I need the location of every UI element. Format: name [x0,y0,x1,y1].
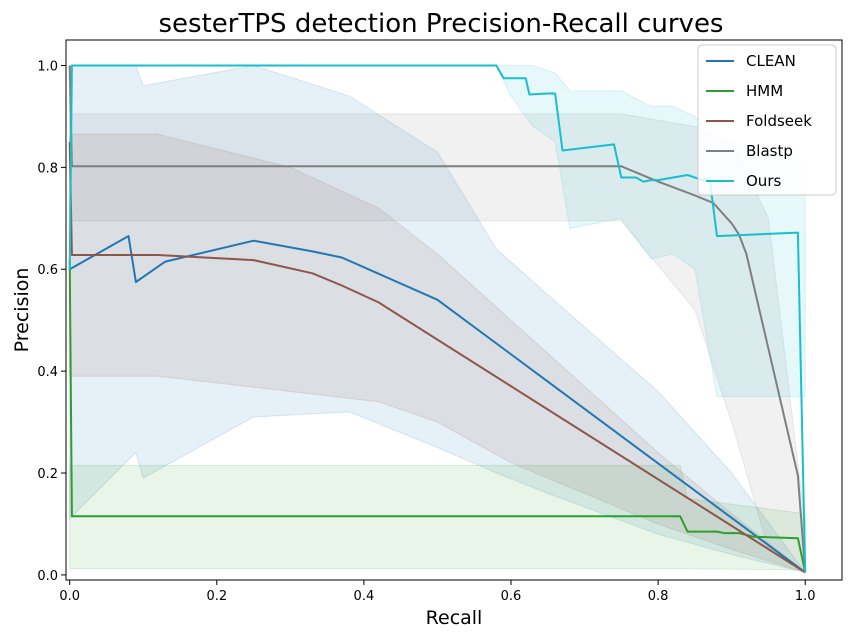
foldseek-line [68,141,806,574]
x-tick-label: 0.8 [648,589,669,604]
x-tick-label: 0.0 [59,589,80,604]
y-tick-label: 0.2 [37,467,58,482]
foldseek-band [69,133,806,573]
x-axis-ticks: 0.0 0.2 0.4 0.6 0.8 1.0 [59,580,816,604]
y-tick-label: 0.4 [37,365,58,380]
plot-frame [65,39,843,581]
y-tick-label: 0.6 [37,263,58,278]
legend-label-hmm: HMM [746,82,783,100]
hmm-line [68,259,807,573]
x-tick-label: 1.0 [795,589,816,604]
series-lines [68,64,807,574]
legend: CLEAN HMM Foldseek Blastp Ours [697,44,837,196]
y-axis-ticks: 0.0 0.2 0.4 0.6 0.8 1.0 [37,59,66,584]
y-tick-label: 0.0 [37,569,58,584]
chart-title: sesterTPS detection Precision-Recall cur… [159,9,724,39]
legend-label-foldseek: Foldseek [746,112,812,130]
y-tick-label: 0.8 [37,161,58,176]
x-axis-label: Recall [426,607,483,629]
clean-band [69,64,807,574]
y-tick-label: 1.0 [37,59,58,74]
x-tick-label: 0.4 [354,589,375,604]
legend-label-clean: CLEAN [746,52,796,70]
legend-box [697,44,837,196]
confidence-bands [69,64,807,574]
x-tick-label: 0.6 [501,589,522,604]
x-tick-label: 0.2 [206,589,227,604]
legend-label-blastp: Blastp [746,142,793,160]
clean-line [69,235,806,574]
y-axis-label: Precision [11,268,33,353]
legend-label-ours: Ours [746,172,781,190]
